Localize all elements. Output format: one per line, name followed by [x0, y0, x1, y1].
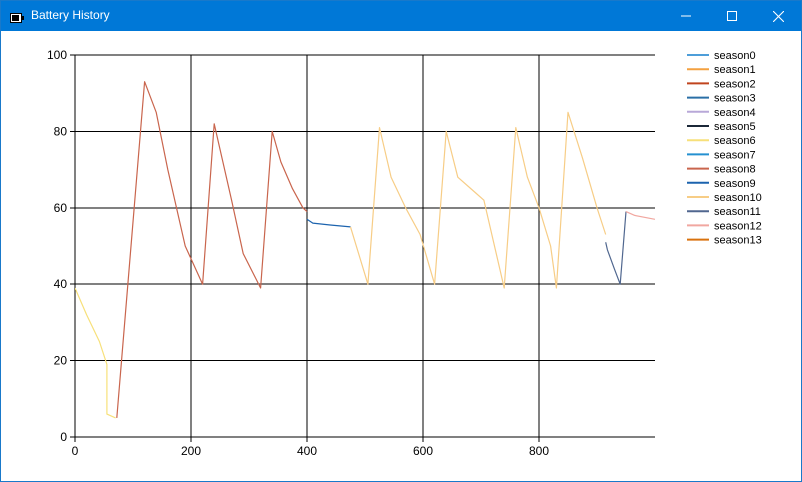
- legend-label-season9: season9: [714, 178, 756, 190]
- minimize-button[interactable]: [663, 1, 709, 31]
- legend-label-season13: season13: [714, 235, 762, 247]
- legend-label-season8: season8: [714, 164, 756, 176]
- series-line-season11: [605, 211, 627, 285]
- close-icon: [772, 10, 784, 22]
- x-tick-label: 400: [297, 444, 317, 458]
- x-tick-label: 600: [413, 444, 433, 458]
- title-bar[interactable]: Battery History: [1, 1, 801, 31]
- y-tick-label: 20: [54, 354, 68, 368]
- maximize-button[interactable]: [709, 1, 755, 31]
- legend-label-season2: season2: [714, 78, 756, 90]
- battery-app-icon: [10, 10, 24, 23]
- x-tick-label: 200: [181, 444, 201, 458]
- window-title: Battery History: [31, 8, 110, 22]
- y-tick-label: 40: [54, 277, 68, 291]
- series-line-season9: [306, 218, 351, 228]
- battery-history-chart: 0 200 400 600 800 0 20 40 60 80 100 season0 season1 s…: [47, 48, 762, 458]
- legend-label-season7: season7: [714, 149, 756, 161]
- maximize-icon: [727, 11, 737, 21]
- y-tick-label: 60: [54, 201, 68, 215]
- close-button[interactable]: [755, 1, 801, 31]
- legend-label-season10: season10: [714, 192, 762, 204]
- legend-label-season0: season0: [714, 50, 756, 62]
- legend-label-season11: season11: [714, 206, 761, 218]
- legend-label-season4: season4: [714, 107, 756, 119]
- series-line-season12: [625, 211, 655, 220]
- minimize-icon: [681, 15, 691, 17]
- y-tick-label: 100: [47, 48, 67, 62]
- x-tick-label: 0: [72, 444, 79, 458]
- legend-label-season5: season5: [714, 121, 756, 133]
- legend-label-season3: season3: [714, 93, 756, 105]
- series-line-season10: [349, 111, 607, 289]
- x-tick-label: 800: [529, 444, 549, 458]
- legend-label-season12: season12: [714, 220, 762, 232]
- series-line-season6: [75, 287, 116, 419]
- y-tick-label: 80: [54, 124, 68, 138]
- legend-label-season6: season6: [714, 135, 756, 147]
- y-tick-label: 0: [60, 430, 67, 444]
- series-line-season8: [116, 81, 308, 418]
- legend-label-season1: season1: [714, 64, 756, 76]
